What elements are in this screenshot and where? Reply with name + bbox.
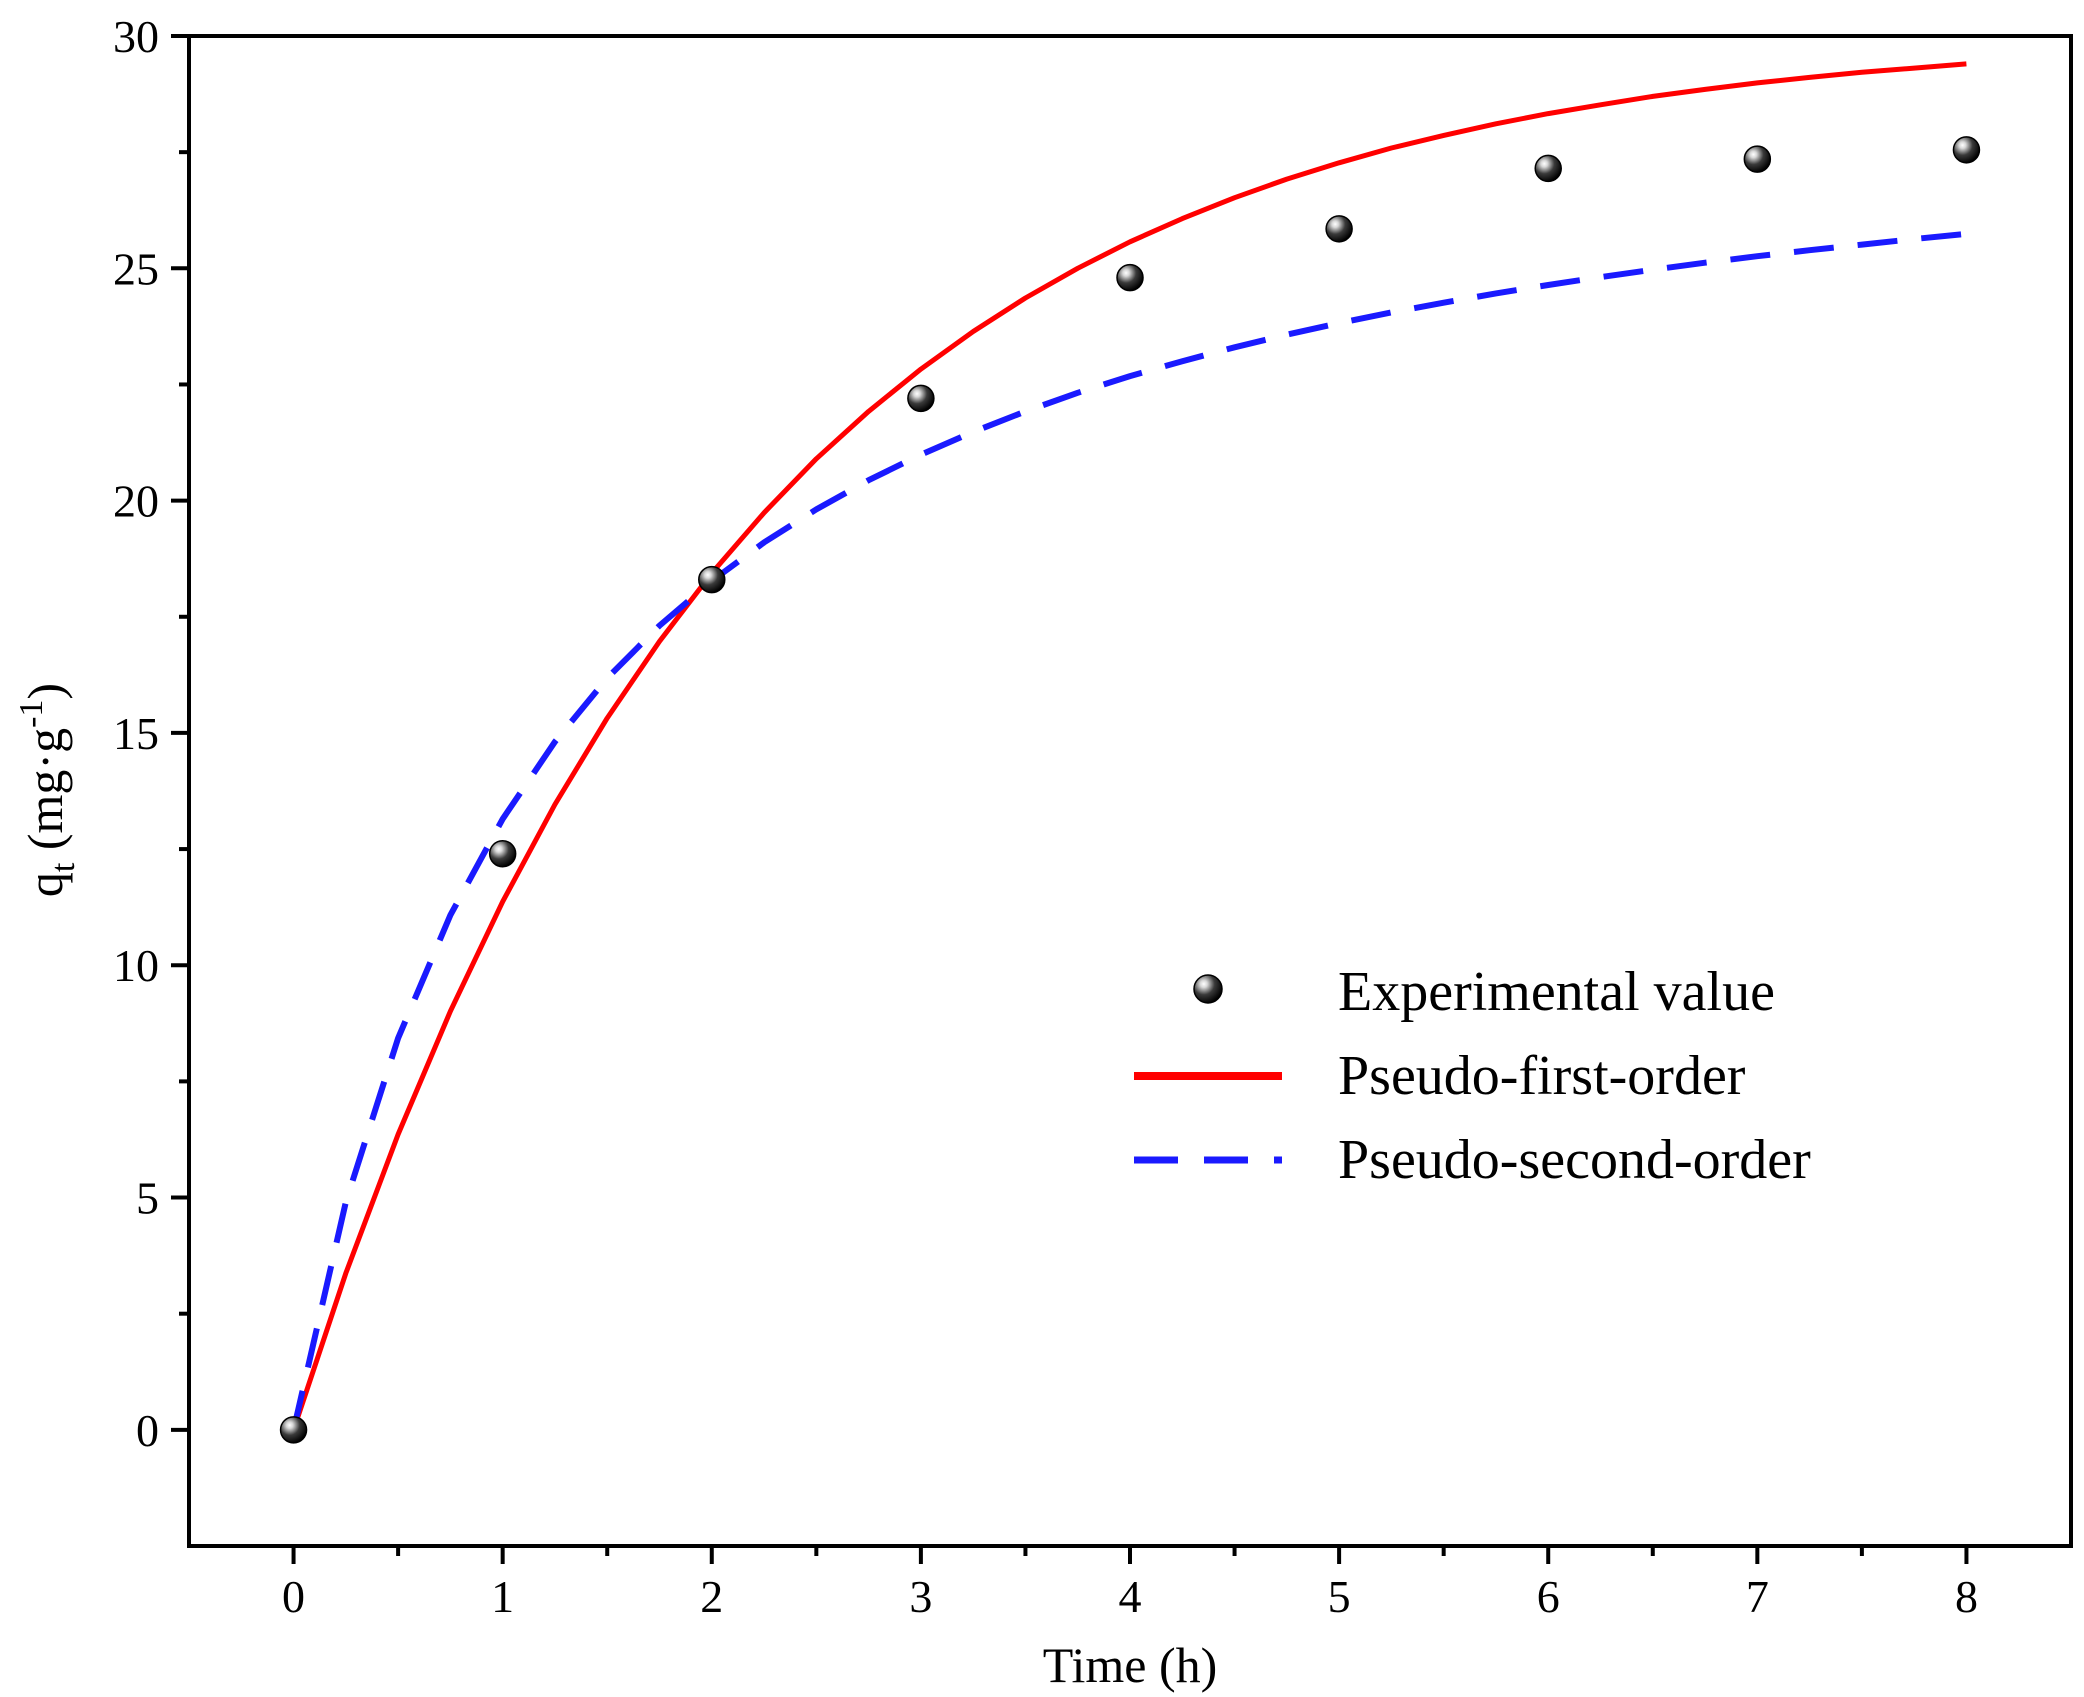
x-tick-label: 2: [700, 1571, 723, 1622]
data-point: [1952, 136, 1981, 164]
x-axis-tick-labels: 0 1 2 3 4 5 6 7 8: [282, 1571, 1978, 1622]
y-axis-tick-labels: 0 5 10 15 20 25 30: [113, 11, 159, 1456]
x-axis-ticks: [291, 1546, 1969, 1564]
plot-frame: [187, 34, 2073, 1548]
y-axis-label-unit-close: ): [17, 683, 73, 700]
series-line-pseudo-second-order: [290, 230, 1967, 1431]
x-tick-label: 3: [909, 1571, 932, 1622]
series-lines: [290, 61, 1967, 1431]
x-tick-label: 8: [1955, 1571, 1978, 1622]
y-tick-label: 10: [113, 940, 159, 991]
y-axis-label-base: q: [17, 872, 73, 897]
legend-label-experimental: Experimental value: [1338, 961, 1775, 1023]
series-line-pseudo-first-order: [291, 61, 1967, 1431]
data-point: [1116, 263, 1144, 292]
y-tick-label: 0: [136, 1405, 159, 1456]
x-tick-label: 1: [491, 1571, 514, 1622]
data-point: [1534, 154, 1562, 183]
x-tick-label: 7: [1746, 1571, 1769, 1622]
x-axis-label: Time (h): [1043, 1637, 1218, 1693]
x-tick-label: 5: [1328, 1571, 1351, 1622]
y-axis-label-unit-open: (mg·g: [17, 728, 73, 863]
y-tick-label: 25: [113, 243, 159, 294]
x-tick-label: 6: [1537, 1571, 1560, 1622]
y-axis-label: qt (mg·g-1): [13, 683, 82, 897]
y-axis-label-superscript: -1: [13, 700, 50, 728]
data-point: [907, 384, 935, 413]
legend: Experimental value Pseudo-first-order Ps…: [1134, 961, 1811, 1191]
data-point: [698, 565, 726, 594]
data-point: [488, 839, 517, 868]
y-axis-label-subscript: t: [45, 862, 82, 872]
x-tick-label: 4: [1119, 1571, 1142, 1622]
series-points: [279, 136, 1981, 1444]
y-tick-label: 5: [136, 1173, 159, 1224]
legend-label-pseudo-first-order: Pseudo-first-order: [1338, 1045, 1746, 1107]
y-tick-label: 30: [113, 11, 159, 62]
y-tick-label: 20: [113, 476, 159, 527]
data-point: [1325, 215, 1353, 243]
x-tick-label: 0: [282, 1571, 305, 1622]
y-tick-label: 15: [113, 708, 159, 759]
data-point: [1743, 145, 1772, 173]
legend-label-pseudo-second-order: Pseudo-second-order: [1338, 1129, 1811, 1191]
y-axis-ticks: [171, 34, 189, 1432]
legend-marker-experimental: [1193, 974, 1223, 1004]
data-point: [279, 1416, 308, 1444]
